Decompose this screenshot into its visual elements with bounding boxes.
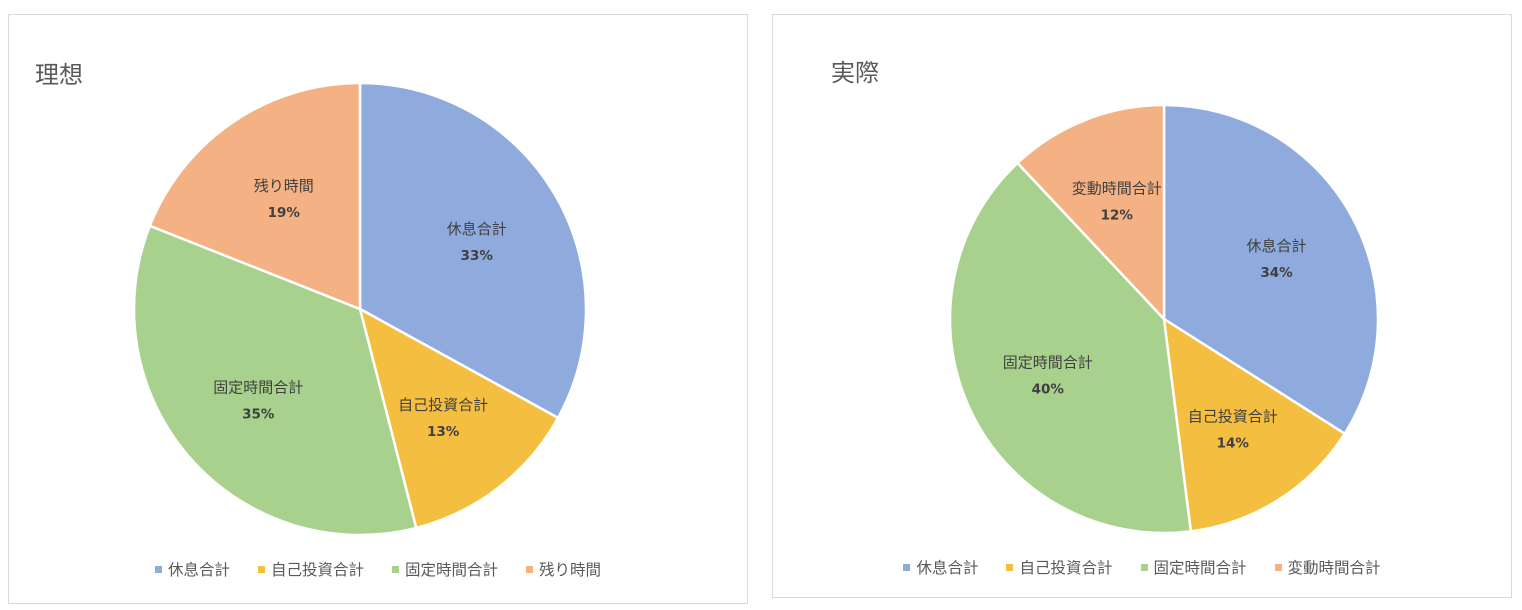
legend-swatch (257, 565, 265, 573)
slice-category-label: 変動時間合計 (1072, 180, 1162, 198)
pie-slice (358, 81, 588, 420)
slice-percent-label: 12% (1101, 208, 1134, 224)
legend-item: 休息合計 (154, 558, 230, 580)
pie-slice (948, 161, 1193, 535)
chart-panel-actual: 実際 休息合計 34% 自己投資合計 14% 固定時間合計 40% 変動時間合計 12% 休息… (772, 14, 1512, 598)
chart-legend: 休息合計 自己投資合計 固定時間合計 変動時間合計 (773, 556, 1511, 578)
pie-slice (1162, 316, 1347, 533)
legend-item: 固定時間合計 (1140, 556, 1247, 578)
pie-chart-ideal: 休息合計 33% 自己投資合計 13% 固定時間合計 35% 残り時間 19% (132, 81, 588, 537)
legend-swatch (1006, 563, 1014, 571)
legend-swatch (154, 565, 162, 573)
slice-percent-label: 33% (461, 248, 494, 264)
legend-swatch (526, 565, 534, 573)
slice-percent-label: 14% (1217, 435, 1250, 451)
legend-label: 自己投資合計 (270, 561, 364, 579)
legend-label: 固定時間合計 (1153, 559, 1247, 577)
legend-swatch (392, 565, 399, 573)
slice-category-label: 自己投資合計 (398, 396, 488, 414)
slice-category-label: 休息合計 (1247, 237, 1307, 255)
legend-item: 自己投資合計 (1006, 556, 1113, 578)
pie-slice (148, 81, 362, 311)
legend-item: 休息合計 (903, 556, 978, 578)
pie-slice (132, 224, 418, 537)
chart-title: 実際 (831, 59, 879, 87)
legend-item: 自己投資合計 (257, 558, 364, 580)
slice-category-label: 固定時間合計 (1003, 354, 1093, 372)
legend-item: 変動時間合計 (1274, 556, 1381, 578)
pie-slice (1015, 103, 1166, 323)
chart-legend: 休息合計 自己投資合計 固定時間合計 残り時間 (9, 558, 747, 580)
legend-item: 残り時間 (526, 558, 601, 580)
slice-category-label: 残り時間 (254, 177, 314, 195)
legend-swatch (903, 563, 911, 571)
slice-category-label: 自己投資合計 (1188, 407, 1278, 425)
legend-label: 変動時間合計 (1287, 559, 1381, 577)
legend-label: 休息合計 (167, 561, 230, 579)
chart-title: 理想 (35, 61, 83, 89)
slice-category-label: 固定時間合計 (213, 379, 303, 397)
slice-percent-label: 35% (242, 407, 275, 423)
pie-slice (358, 306, 560, 530)
slice-percent-label: 34% (1260, 265, 1293, 281)
legend-swatch (1140, 563, 1148, 571)
legend-label: 残り時間 (539, 561, 602, 579)
slice-category-label: 休息合計 (447, 220, 507, 238)
pie-chart-actual: 休息合計 34% 自己投資合計 14% 固定時間合計 40% 変動時間合計 12% (948, 103, 1380, 535)
legend-swatch (1274, 563, 1282, 571)
slice-percent-label: 19% (268, 205, 301, 221)
slice-percent-label: 40% (1032, 382, 1065, 398)
legend-label: 固定時間合計 (405, 561, 499, 579)
legend-label: 自己投資合計 (1019, 559, 1113, 577)
chart-panel-ideal: 理想 休息合計 33% 自己投資合計 13% 固定時間合計 35% 残り時間 19% 休息合計… (8, 14, 748, 604)
legend-item: 固定時間合計 (392, 558, 498, 580)
legend-label: 休息合計 (916, 559, 979, 577)
slice-percent-label: 13% (427, 424, 460, 440)
